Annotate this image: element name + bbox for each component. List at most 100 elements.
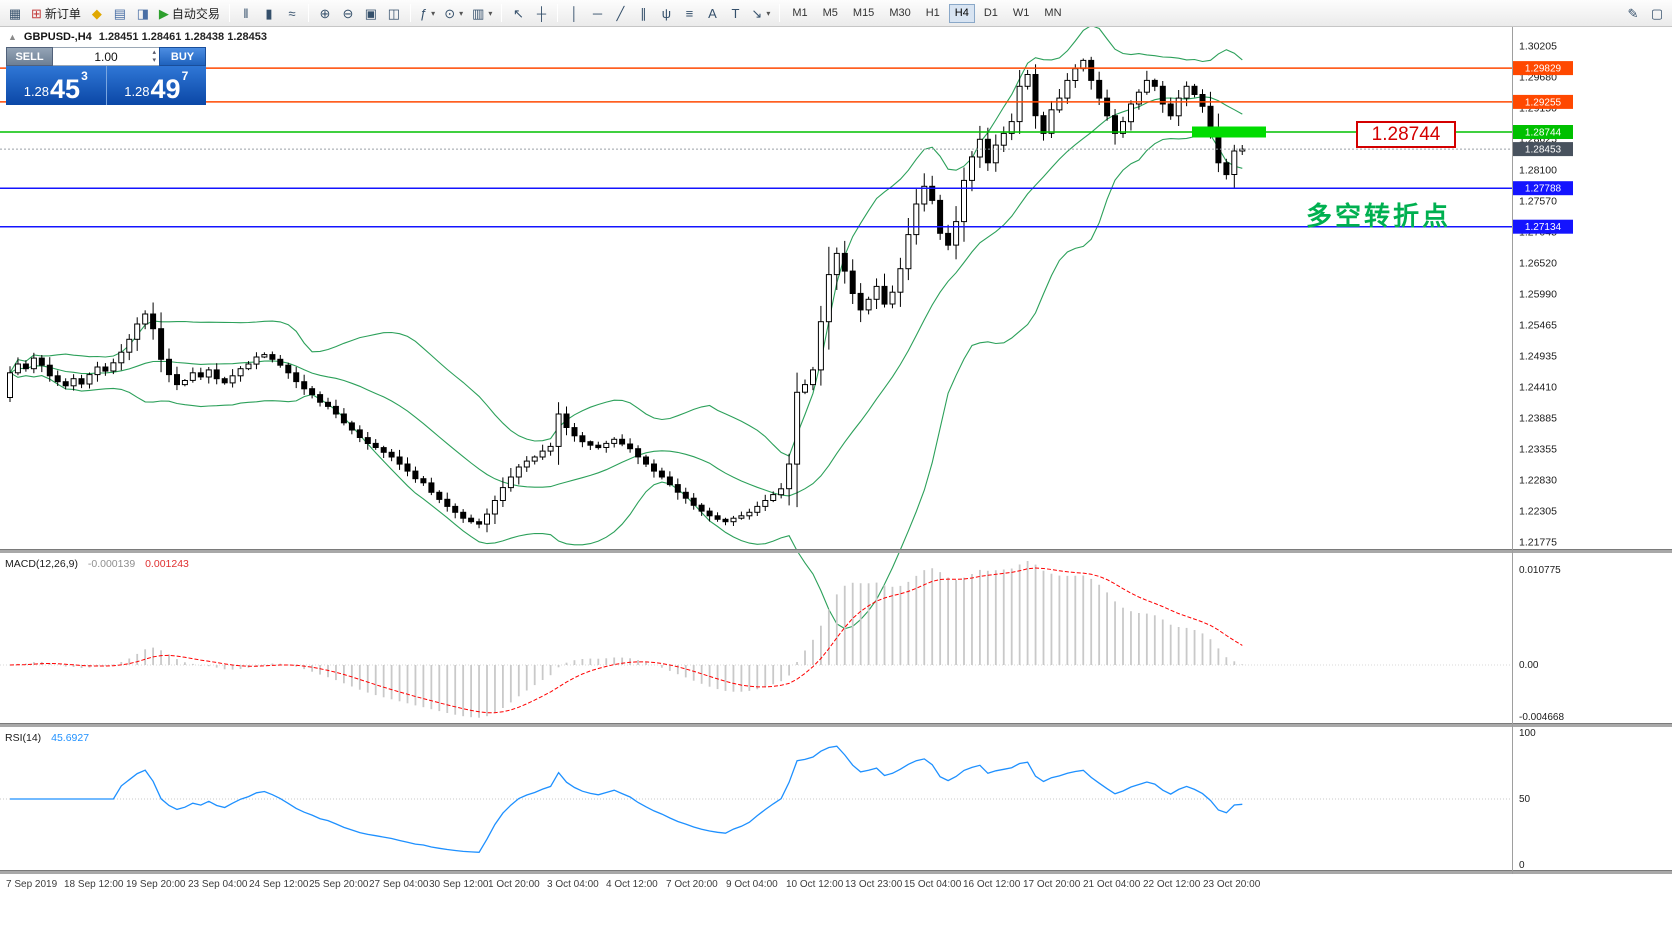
svg-text:1 Oct 20:00: 1 Oct 20:00 <box>488 879 540 890</box>
timeframe-mn[interactable]: MN <box>1044 7 1062 19</box>
new-order-icon: ⊞ <box>31 5 42 21</box>
periods-button[interactable]: ⊙ ▾ <box>440 2 467 24</box>
crosshair-button[interactable]: ┼ <box>530 2 552 24</box>
sell-button[interactable]: SELL <box>6 47 53 66</box>
timeframe-m5[interactable]: M5 <box>822 7 838 19</box>
timeframe-w1[interactable]: W1 <box>1012 7 1030 19</box>
trendline-button[interactable]: ╱ <box>609 2 631 24</box>
turning-point-annotation[interactable]: 多空转折点 <box>1306 201 1452 231</box>
buy-button[interactable]: BUY <box>159 47 206 66</box>
svg-text:7 Sep 2019: 7 Sep 2019 <box>6 879 58 890</box>
svg-text:0: 0 <box>1519 860 1525 871</box>
zoom-out-button[interactable]: ⊖ <box>337 2 359 24</box>
indicators-button[interactable]: ƒ ▾ <box>416 2 439 24</box>
svg-text:1.28100: 1.28100 <box>1519 165 1557 177</box>
indicators-icon: ƒ <box>419 5 428 21</box>
oneclick-collapse-icon[interactable]: ▲ <box>8 32 17 42</box>
new-chart-button[interactable]: ▦ <box>4 2 26 24</box>
data-window-icon: ◨ <box>136 5 150 21</box>
sell-price-prefix: 1.28 <box>23 84 50 99</box>
timeframe-d1[interactable]: D1 <box>983 7 998 19</box>
chart-candles-button[interactable]: ▮ <box>258 2 280 24</box>
toolbar-separator <box>779 4 781 22</box>
volume-up-arrow[interactable]: ▴ <box>152 49 156 56</box>
equidistant-channel-button[interactable]: ∥ <box>632 2 654 24</box>
quick-trade-button[interactable]: ◆ <box>86 2 108 24</box>
horizontal-line-button[interactable]: ─ <box>586 2 608 24</box>
timeframe-m1[interactable]: M1 <box>792 7 808 19</box>
volume-down-arrow[interactable]: ▾ <box>152 57 156 64</box>
svg-text:4 Oct 12:00: 4 Oct 12:00 <box>606 879 658 890</box>
new-order-label: 新订单 <box>44 6 81 21</box>
autotrading-button[interactable]: ▶ 自动交易 <box>155 2 224 24</box>
price-tag-1.28453: 1.28453 <box>1513 142 1573 157</box>
sell-price-panel[interactable]: 1.28 45 3 <box>6 66 107 105</box>
quick-trade-icon: ◆ <box>91 5 102 21</box>
chart-candles-icon: ▮ <box>265 5 273 21</box>
cursor-button[interactable]: ↖ <box>507 2 529 24</box>
auto-scroll-button[interactable]: ▣ <box>360 2 382 24</box>
panel-separator[interactable] <box>0 870 1672 874</box>
window-layout-button[interactable]: ▢ <box>1646 2 1668 24</box>
data-window-button[interactable]: ◨ <box>132 2 154 24</box>
arrows-dropdown-arrow[interactable]: ▾ <box>766 8 771 18</box>
svg-text:3 Oct 04:00: 3 Oct 04:00 <box>547 879 599 890</box>
indicators-dropdown-arrow[interactable]: ▾ <box>431 8 436 18</box>
templates-icon: ▥ <box>472 5 485 21</box>
toolbar-separator <box>307 4 309 22</box>
edit-pencil-button[interactable]: ✎ <box>1622 2 1644 24</box>
chart-line-button[interactable]: ≈ <box>281 2 303 24</box>
chart-area[interactable]: 1.302051.296801.291501.286251.281001.275… <box>0 27 1672 949</box>
edit-pencil-icon: ✎ <box>1627 5 1639 21</box>
price-tag-1.28744: 1.28744 <box>1513 125 1573 139</box>
text-label-button[interactable]: T <box>724 2 746 24</box>
timeframe-h1[interactable]: H1 <box>925 7 940 19</box>
chart-bars-icon: ‖ <box>243 5 249 21</box>
macd-axis: 0.010775 0.00 -0.004668 <box>1519 565 1564 723</box>
price-annotation-box[interactable]: 1.28744 <box>1356 121 1456 148</box>
fibonacci-icon: ≡ <box>685 5 694 21</box>
buy-price-panel[interactable]: 1.28 49 7 <box>106 66 206 105</box>
svg-text:0.010775: 0.010775 <box>1519 565 1561 576</box>
chart-bars-button[interactable]: ‖ <box>235 2 257 24</box>
svg-text:24 Sep 12:00: 24 Sep 12:00 <box>249 879 309 890</box>
panel-separator[interactable] <box>0 549 1672 553</box>
text-icon: A <box>708 5 717 21</box>
fibonacci-button[interactable]: ≡ <box>678 2 700 24</box>
periods-dropdown-arrow[interactable]: ▾ <box>459 8 464 18</box>
zoom-in-button[interactable]: ⊕ <box>314 2 336 24</box>
svg-text:23 Oct 20:00: 23 Oct 20:00 <box>1203 879 1261 890</box>
svg-text:1.22305: 1.22305 <box>1519 506 1557 518</box>
svg-text:50: 50 <box>1519 794 1531 805</box>
chart-shift-button[interactable]: ◫ <box>383 2 405 24</box>
equidistant-channel-icon: ∥ <box>640 5 647 21</box>
volume-input[interactable]: 1.00 ▴ ▾ <box>53 47 159 66</box>
arrows-button[interactable]: ↘ ▾ <box>747 2 774 24</box>
volume-value: 1.00 <box>94 49 118 64</box>
templates-dropdown-arrow[interactable]: ▾ <box>488 8 493 18</box>
svg-text:1.26520: 1.26520 <box>1519 258 1557 270</box>
templates-button[interactable]: ▥ ▾ <box>468 2 496 24</box>
buy-price-big: 49 <box>150 73 181 104</box>
chart-caption: ▲ GBPUSD-,H4 1.28451 1.28461 1.28438 1.2… <box>8 31 267 43</box>
panel-separator[interactable] <box>0 723 1672 727</box>
trendline-icon: ╱ <box>616 5 625 21</box>
svg-text:1.22830: 1.22830 <box>1519 475 1557 487</box>
buy-price-sup: 7 <box>181 69 189 83</box>
timeframe-m15[interactable]: M15 <box>852 7 875 19</box>
ohlc-values: 1.28451 1.28461 1.28438 1.28453 <box>98 31 267 43</box>
window-layout-icon: ▢ <box>1650 5 1664 21</box>
timeframe-m30[interactable]: M30 <box>889 7 911 19</box>
svg-text:9 Oct 04:00: 9 Oct 04:00 <box>726 879 778 890</box>
highlight-zone[interactable] <box>1192 126 1266 138</box>
andrews-pitchfork-button[interactable]: ψ <box>655 2 677 24</box>
new-order-button[interactable]: ⊞ 新订单 <box>27 2 85 24</box>
toolbar-separator <box>409 4 411 22</box>
profiles-button[interactable]: ▤ <box>109 2 131 24</box>
vertical-line-button[interactable]: │ <box>563 2 585 24</box>
timeframe-h4[interactable]: H4 <box>948 3 975 23</box>
text-label-icon: T <box>731 5 740 21</box>
text-button[interactable]: A <box>701 2 723 24</box>
svg-text:1.29255: 1.29255 <box>1525 97 1562 108</box>
svg-text:1.25990: 1.25990 <box>1519 289 1557 301</box>
